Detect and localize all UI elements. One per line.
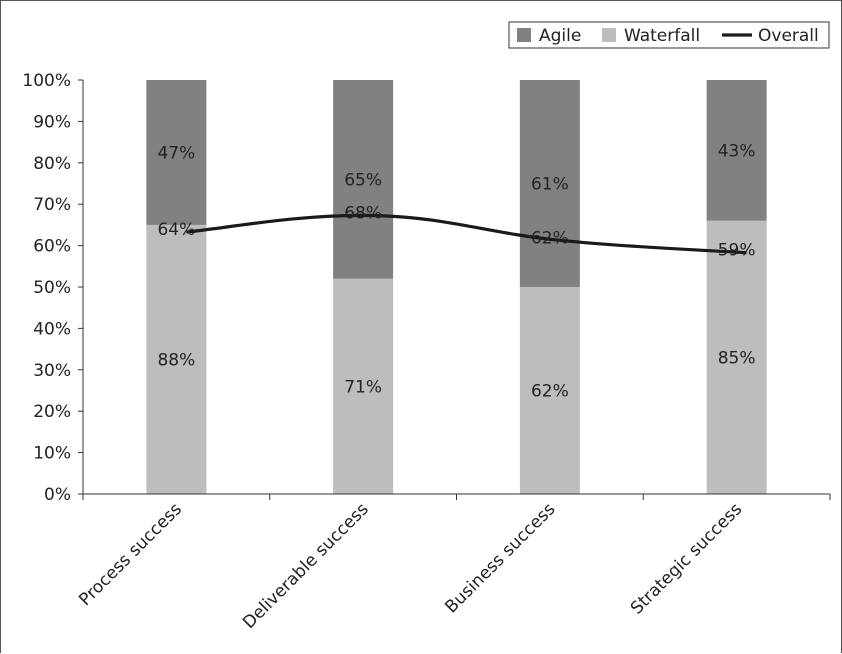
legend-label-waterfall: Waterfall <box>624 26 700 46</box>
agile-data-label: 47% <box>157 143 195 163</box>
x-tick-label: Business success <box>441 499 559 617</box>
overall-data-label: 68% <box>344 203 382 223</box>
waterfall-data-label: 85% <box>718 348 756 368</box>
bars-layer <box>146 80 767 494</box>
y-tick-label: 80% <box>33 154 71 174</box>
bar-agile-0 <box>146 80 207 225</box>
overall-data-label: 62% <box>531 228 569 248</box>
y-tick-label: 60% <box>33 237 71 257</box>
waterfall-data-label: 88% <box>157 350 195 370</box>
bar-agile-3 <box>706 80 767 221</box>
agile-data-label: 61% <box>531 175 569 195</box>
bar-waterfall-0 <box>146 224 207 494</box>
waterfall-data-label: 71% <box>344 377 382 397</box>
bar-agile-1 <box>333 80 394 279</box>
overall-data-label: 59% <box>718 241 756 261</box>
y-tick-label: 50% <box>33 278 71 298</box>
legend-label-overall: Overall <box>758 26 819 46</box>
x-tick-label: Strategic success <box>627 499 746 618</box>
y-tick-label: 40% <box>33 319 71 339</box>
agile-data-label: 43% <box>718 141 756 161</box>
waterfall-data-label: 62% <box>531 382 569 402</box>
overall-line-layer <box>186 213 747 255</box>
y-tick-label: 30% <box>33 361 71 381</box>
bar-waterfall-3 <box>706 220 767 494</box>
y-tick-label: 90% <box>33 112 71 132</box>
y-tick-label: 70% <box>33 195 71 215</box>
data-labels-layer: 88% 47% 64% 71% 65% 68% 62% 61% 62% 85% 43% 59% <box>157 141 755 401</box>
overall-line <box>186 213 747 255</box>
x-tick-label: Process success <box>75 499 186 610</box>
agile-data-label: 65% <box>344 170 382 190</box>
y-tick-label: 100% <box>22 71 71 91</box>
bar-waterfall-2 <box>519 287 580 494</box>
legend-swatch-waterfall <box>602 28 616 42</box>
bar-agile-2 <box>519 80 580 287</box>
x-tick-label: Deliverable success <box>239 499 373 633</box>
legend: Agile Waterfall Overall <box>508 21 830 49</box>
legend-label-agile: Agile <box>539 26 581 46</box>
legend-swatch-agile <box>517 28 531 42</box>
legend-box <box>508 21 830 49</box>
y-tick-label: 20% <box>33 402 71 422</box>
y-tick-label: 10% <box>33 444 71 464</box>
overall-data-label: 64% <box>157 220 195 240</box>
bar-waterfall-1 <box>333 278 394 494</box>
y-tick-label: 0% <box>44 485 71 505</box>
